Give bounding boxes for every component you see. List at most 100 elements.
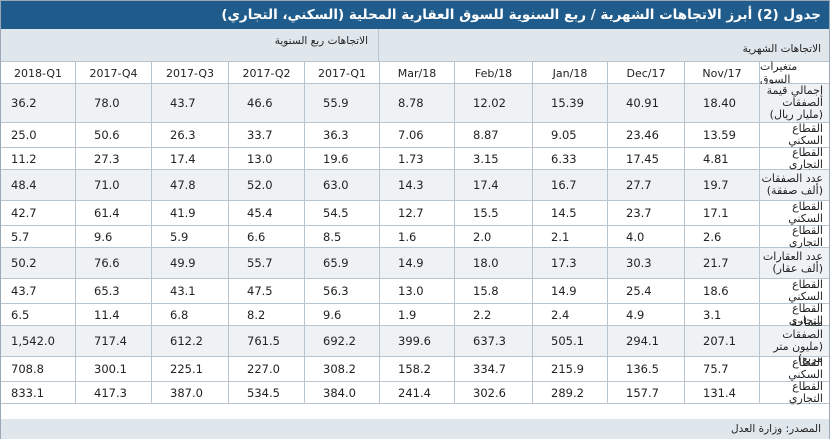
column-header: Nov/17 <box>684 62 759 84</box>
table-row: 50.2 76.6 49.9 55.7 65.9 14.9 18.0 17.3 30.3 21.7… <box>1 248 829 279</box>
table-row: 1,542.0 717.4 612.2 761.5 692.2 399.6 637.3 505… <box>1 317 829 365</box>
table-row: 48.4 71.0 47.8 52.0 63.0 14.3 17.4 16.7 27.7 19.7… <box>1 170 829 201</box>
table-cell: 334.7 <box>454 357 532 381</box>
table-row: 36.2 78.0 43.7 46.6 55.9 8.78 12.02 15.39 40.91 1… <box>1 84 829 123</box>
table-cell: 294.1 <box>607 326 684 356</box>
row-label: عدد الصفقات (ألف صفقة) <box>759 170 829 200</box>
row-label: عدد العقارات (ألف عقار) <box>759 248 829 278</box>
table-cell: 9.6 <box>75 226 151 247</box>
table-cell: 27.3 <box>75 148 151 169</box>
table-cell: 15.39 <box>532 84 607 122</box>
table-cell: 76.6 <box>75 248 151 278</box>
column-header: Mar/18 <box>379 62 454 84</box>
table-cell: 49.9 <box>151 248 228 278</box>
table-cell: 17.45 <box>607 148 684 169</box>
table-cell: 302.6 <box>454 382 532 403</box>
table-cell: 14.5 <box>532 201 607 225</box>
table-cell: 289.2 <box>532 382 607 403</box>
table-cell: 1.9 <box>379 304 454 325</box>
column-header: 2017-Q2 <box>228 62 304 84</box>
table-cell: 12.7 <box>379 201 454 225</box>
table-cell: 612.2 <box>151 326 228 356</box>
table-cell: 2.2 <box>454 304 532 325</box>
table-row: 833.1 417.3 387.0 534.5 384.0 241.4 302.6 289.2… <box>1 380 829 404</box>
column-header-label: متغيرات السوق <box>759 60 829 86</box>
row-label: القطاع السكني <box>759 357 829 381</box>
table-cell: 6.33 <box>532 148 607 169</box>
table-cell: 17.4 <box>454 170 532 200</box>
table-cell: 158.2 <box>379 357 454 381</box>
source-note: المصدر: وزارة العدل <box>1 419 829 439</box>
table-cell: 17.4 <box>151 148 228 169</box>
row-label: القطاع التجاري <box>759 380 829 404</box>
table-cell: 692.2 <box>304 326 379 356</box>
section-monthly-label: الاتجاهات الشهرية <box>742 43 821 55</box>
column-header: 2017-Q3 <box>151 62 228 84</box>
column-header-row: 2018-Q1 2017-Q4 2017-Q3 2017-Q2 2017-Q1 Mar/1… <box>1 60 829 86</box>
table-cell: 55.7 <box>228 248 304 278</box>
table-cell: 384.0 <box>304 382 379 403</box>
table-cell: 41.9 <box>151 201 228 225</box>
table-cell: 8.78 <box>379 84 454 122</box>
column-header: 2017-Q1 <box>304 62 379 84</box>
table-cell: 36.3 <box>304 123 379 147</box>
table-cell: 33.7 <box>228 123 304 147</box>
table-cell: 13.0 <box>228 148 304 169</box>
table-cell: 15.8 <box>454 279 532 303</box>
table-row: 5.7 9.6 5.9 6.6 8.5 1.6 2.0 2.1 4.0 2.6 القطاع الت… <box>1 224 829 248</box>
table-cell: 6.8 <box>151 304 228 325</box>
table-cell: 13.0 <box>379 279 454 303</box>
table-cell: 417.3 <box>75 382 151 403</box>
table-cell: 18.0 <box>454 248 532 278</box>
table-cell: 47.5 <box>228 279 304 303</box>
row-label: مساحة الصفقات (مليون متر مربع) <box>759 317 829 365</box>
section-quarterly: الاتجاهات ربع السنوية <box>1 29 379 62</box>
table-row: 708.8 300.1 225.1 227.0 308.2 158.2 334.7 215.9… <box>1 357 829 382</box>
table-cell: 300.1 <box>75 357 151 381</box>
table-cell: 47.8 <box>151 170 228 200</box>
table-cell: 25.4 <box>607 279 684 303</box>
table-title: جدول (2) أبرز الاتجاهات الشهرية / ربع ال… <box>1 1 829 29</box>
table-cell: 23.46 <box>607 123 684 147</box>
table-cell: 78.0 <box>75 84 151 122</box>
row-label: إجمالي قيمة الصفقات (مليار ريال) <box>759 84 829 122</box>
table-cell: 2.6 <box>684 226 759 247</box>
table-cell: 241.4 <box>379 382 454 403</box>
table-cell: 43.7 <box>151 84 228 122</box>
row-label: القطاع التجاري <box>759 302 829 326</box>
table-cell: 708.8 <box>11 362 44 376</box>
table-cell: 136.5 <box>607 357 684 381</box>
table-cell: 55.9 <box>304 84 379 122</box>
table-cell: 65.9 <box>304 248 379 278</box>
table-cell: 63.0 <box>304 170 379 200</box>
table-cell: 761.5 <box>228 326 304 356</box>
column-header: Dec/17 <box>607 62 684 84</box>
row-label: القطاع السكني <box>759 201 829 225</box>
table-row: 25.0 50.6 26.3 33.7 36.3 7.06 8.87 9.05 23.46 13.… <box>1 123 829 148</box>
table-cell: 157.7 <box>607 382 684 403</box>
table-cell: 4.9 <box>607 304 684 325</box>
table-cell: 5.7 <box>11 229 30 244</box>
column-header: Jan/18 <box>532 62 607 84</box>
table-cell: 40.91 <box>607 84 684 122</box>
table-cell: 6.5 <box>11 307 30 322</box>
table-cell: 30.3 <box>607 248 684 278</box>
table-cell: 7.06 <box>379 123 454 147</box>
table-cell: 5.9 <box>151 226 228 247</box>
table-cell: 54.5 <box>304 201 379 225</box>
table-cell: 11.4 <box>75 304 151 325</box>
table-cell: 207.1 <box>684 326 759 356</box>
table-cell: 52.0 <box>228 170 304 200</box>
table-cell: 8.87 <box>454 123 532 147</box>
table-cell: 17.3 <box>532 248 607 278</box>
table-row: 11.2 27.3 17.4 13.0 19.6 1.73 3.15 6.33 17.45 4.8… <box>1 146 829 170</box>
table-cell: 9.6 <box>304 304 379 325</box>
table-cell: 215.9 <box>532 357 607 381</box>
table-cell: 8.2 <box>228 304 304 325</box>
table-cell: 42.7 <box>11 206 37 220</box>
table-cell: 14.9 <box>532 279 607 303</box>
table-cell: 65.3 <box>75 279 151 303</box>
table-cell: 56.3 <box>304 279 379 303</box>
table-cell: 9.05 <box>532 123 607 147</box>
